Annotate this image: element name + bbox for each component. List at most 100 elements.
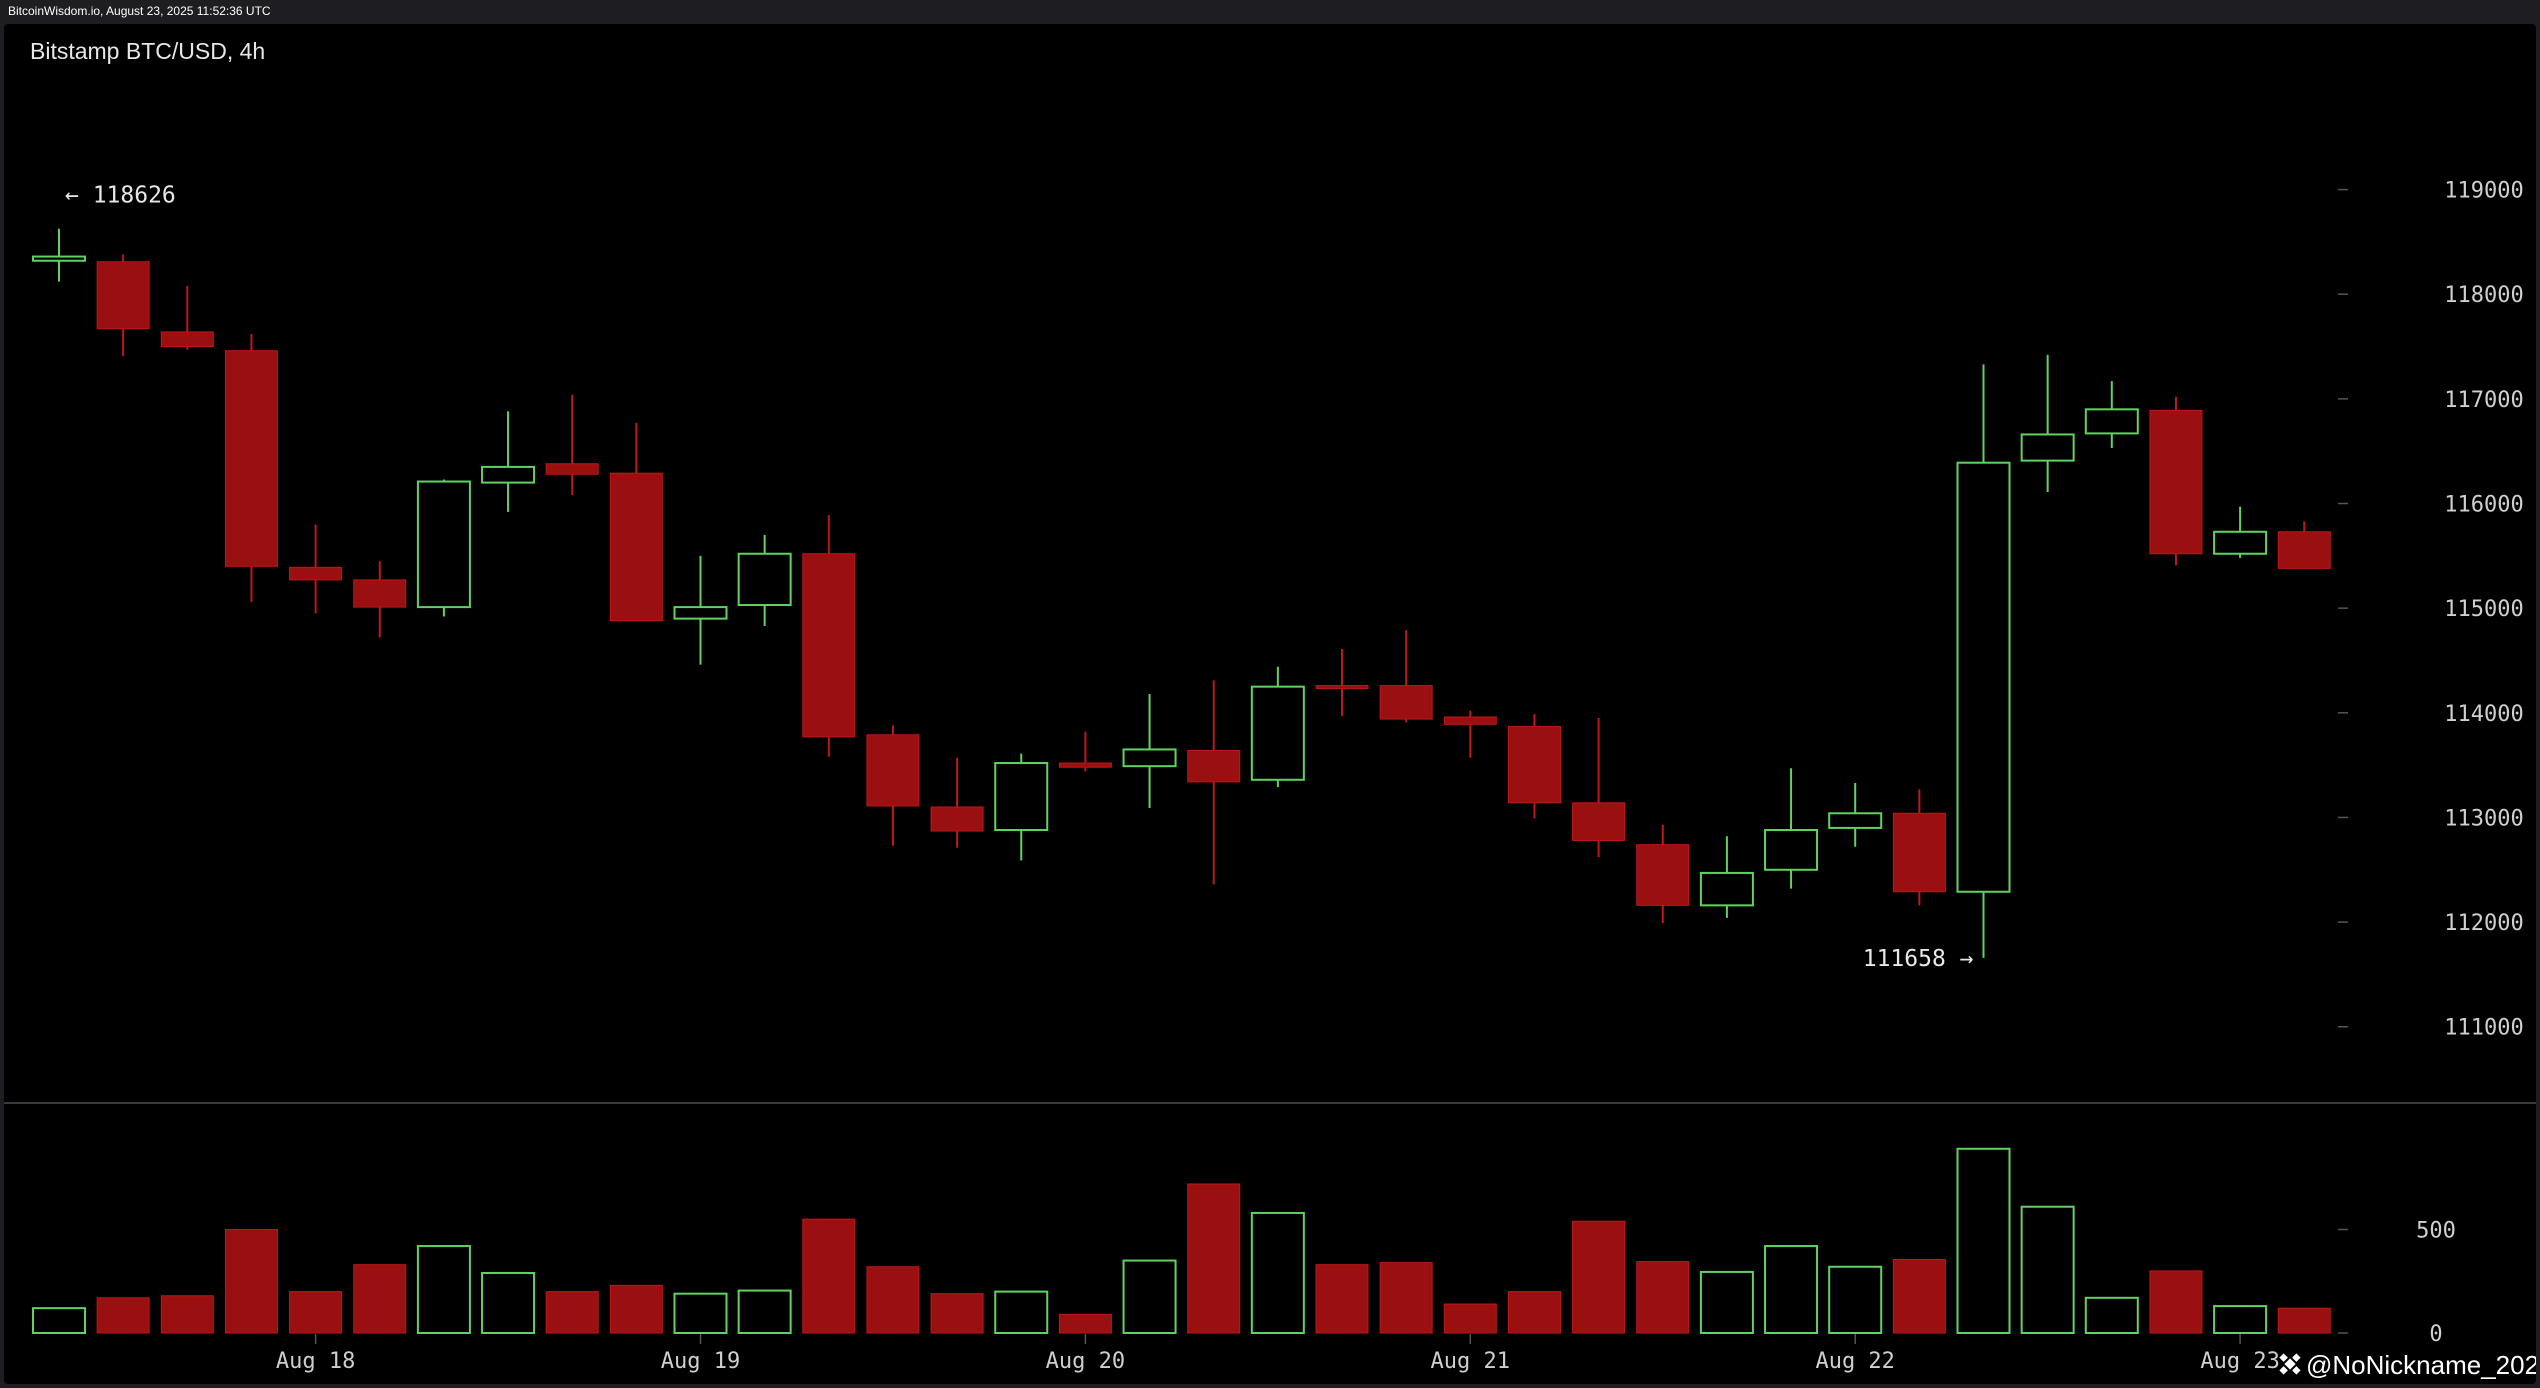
volume-bar xyxy=(1892,1259,1946,1334)
volume-bar xyxy=(673,1292,728,1335)
candle-body xyxy=(1250,685,1305,781)
candle xyxy=(1956,364,2011,958)
candle-body xyxy=(32,255,86,262)
candle xyxy=(930,757,984,848)
price-tick-label: 115000 xyxy=(2444,597,2523,622)
candle xyxy=(2213,506,2268,558)
candle xyxy=(1507,713,1561,819)
volume-bar xyxy=(1058,1313,1112,1334)
volume-bar xyxy=(289,1291,343,1334)
price-tick-label: 119000 xyxy=(2444,179,2523,204)
price-tick-label: 111000 xyxy=(2444,1016,2523,1041)
price-tick-label: 113000 xyxy=(2444,806,2523,831)
candle xyxy=(673,555,728,665)
volume-bar xyxy=(224,1229,278,1334)
chart-panel: Bitstamp BTC/USD, 4h 119000 118000 117000 1… xyxy=(4,24,2536,1384)
watermark: @NoNickname_2025 xyxy=(2279,1350,2536,1380)
candle xyxy=(609,422,663,622)
watermark-text: @NoNickname_2025 xyxy=(2306,1350,2536,1380)
volume-bar xyxy=(609,1284,663,1334)
volume-bar xyxy=(545,1291,599,1334)
candle-body xyxy=(96,261,150,330)
candles xyxy=(32,228,2331,958)
volume-bar xyxy=(994,1290,1049,1334)
candle xyxy=(1764,768,1819,889)
volume-bar xyxy=(1443,1303,1497,1334)
candle-body xyxy=(160,331,214,348)
candle-body xyxy=(353,579,407,608)
candle xyxy=(32,228,86,282)
candle-body xyxy=(416,480,471,609)
volume-bar xyxy=(1956,1147,2011,1335)
candle-body xyxy=(1699,871,1754,907)
candle xyxy=(802,515,856,757)
price-tick-label: 112000 xyxy=(2444,911,2523,936)
candle xyxy=(1572,718,1626,858)
volume-bar xyxy=(802,1218,856,1334)
candle-body xyxy=(2149,409,2203,555)
candle-body xyxy=(2213,530,2268,555)
volume-tick-label: 500 xyxy=(2416,1219,2456,1244)
candle-body xyxy=(1507,725,1561,804)
candle xyxy=(1699,836,1754,918)
top-bar: BitcoinWisdom.io, August 23, 2025 11:52:… xyxy=(0,0,2540,24)
candle xyxy=(1443,710,1497,758)
price-tick-label: 114000 xyxy=(2444,702,2523,727)
source-timestamp: BitcoinWisdom.io, August 23, 2025 11:52:… xyxy=(8,4,271,18)
candle xyxy=(2084,381,2139,449)
candle xyxy=(545,394,599,496)
candle xyxy=(224,333,278,602)
candle xyxy=(481,411,536,512)
candle-body xyxy=(2020,433,2075,462)
candle xyxy=(353,561,407,638)
x-tick-label: Aug 23 xyxy=(2200,1349,2279,1374)
candle xyxy=(1636,824,1690,924)
candle-body xyxy=(673,606,728,620)
candle-body xyxy=(1956,461,2011,893)
candle xyxy=(416,479,471,617)
candle-body xyxy=(1892,812,1946,893)
high-annotation: ← 118626 xyxy=(65,183,176,209)
candle xyxy=(160,285,214,350)
candle xyxy=(289,524,343,614)
x-tick-label: Aug 19 xyxy=(661,1349,740,1374)
candle-body xyxy=(2084,408,2139,435)
volume-bar xyxy=(2020,1205,2075,1334)
candle-body xyxy=(1058,762,1112,768)
volume-tick-label: 0 xyxy=(2429,1322,2442,1347)
volume-bar xyxy=(1507,1291,1561,1334)
x-axis: Aug 18 Aug 19 Aug 20 Aug 21 Aug 22 Aug 23 xyxy=(276,1334,2280,1374)
volume-bar xyxy=(737,1289,792,1334)
volume-bar xyxy=(2149,1270,2203,1334)
volume-bar xyxy=(2277,1307,2331,1334)
volume-bar xyxy=(160,1295,214,1334)
candle xyxy=(1058,731,1112,772)
volume-bar xyxy=(2213,1305,2268,1334)
volume-bar xyxy=(930,1293,984,1334)
volume-bar xyxy=(1572,1220,1626,1334)
candle-body xyxy=(866,734,920,807)
candle-body xyxy=(1379,685,1433,720)
candle-body xyxy=(481,465,536,484)
low-annotation: 111658 → xyxy=(1863,946,1974,972)
candle-body xyxy=(802,553,856,738)
x-tick-label: Aug 21 xyxy=(1431,1349,1510,1374)
volume-bar xyxy=(32,1307,86,1335)
volume-bar xyxy=(1636,1261,1690,1334)
candle-body xyxy=(545,463,599,475)
volume-bar xyxy=(353,1264,407,1334)
x-tick-label: Aug 22 xyxy=(1815,1349,1894,1374)
candle-body xyxy=(1122,748,1177,768)
volume-bar xyxy=(1699,1270,1754,1335)
volume-bar xyxy=(1764,1245,1819,1335)
price-axis: 119000 118000 117000 116000 115000 114000 1130… xyxy=(2338,179,2524,1041)
volume-bar xyxy=(481,1271,536,1334)
candle-body xyxy=(2277,531,2331,569)
candle xyxy=(1892,789,1946,906)
volume-bar xyxy=(1187,1183,1241,1334)
candle-body xyxy=(1636,844,1690,906)
candle-body xyxy=(1443,716,1497,725)
candle xyxy=(2277,521,2331,569)
annotations: ← 118626 111658 → xyxy=(65,183,1974,972)
price-tick-label: 118000 xyxy=(2444,283,2523,308)
